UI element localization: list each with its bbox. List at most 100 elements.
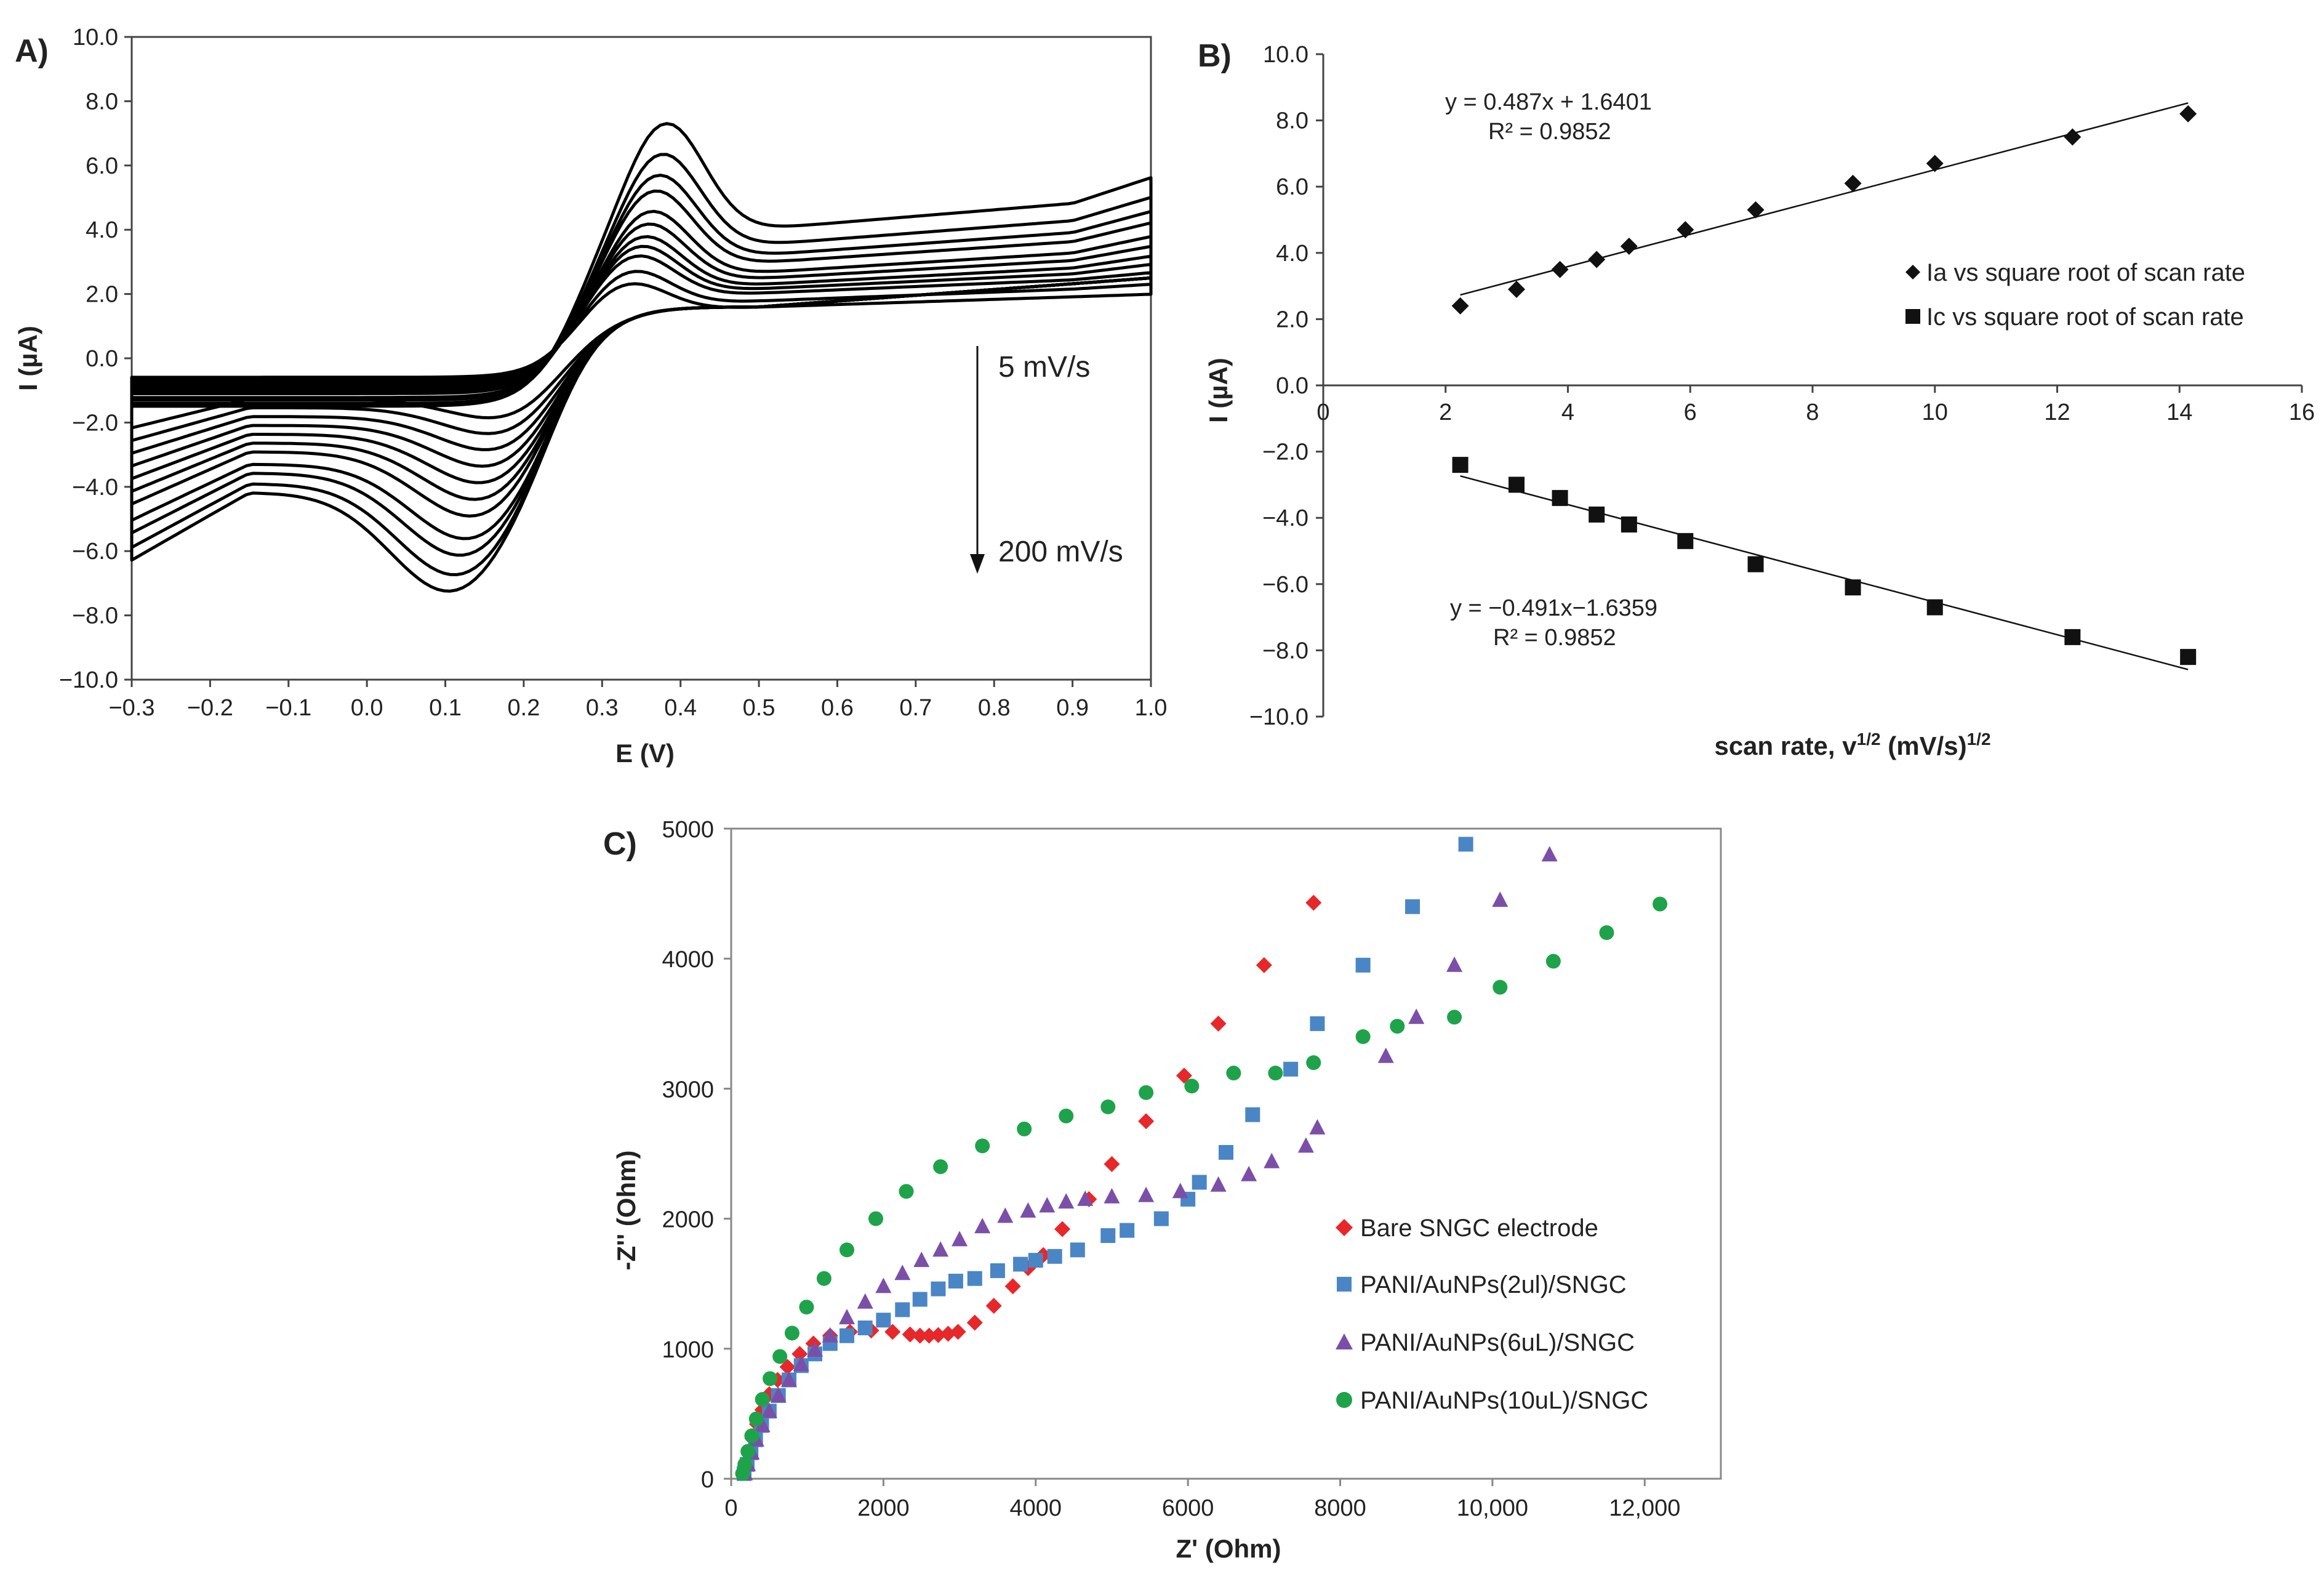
bare-sngc-electrode-point	[1004, 1278, 1021, 1295]
panel-a-x-tick-label: 0.0	[351, 695, 383, 721]
pani-aunps-6ul-sngc-point	[1408, 1008, 1425, 1024]
panel-a-x-tick-label: 0.1	[429, 695, 462, 721]
panel-a-x-tick-label: −0.2	[187, 695, 233, 721]
ic-data-point	[2064, 629, 2081, 645]
pani-aunps-2ul-sngc-point	[912, 1292, 928, 1307]
bare-sngc-electrode-point	[1256, 957, 1272, 973]
cathodic-fit-r-squared: R² = 0.9852	[1493, 625, 1616, 651]
pani-aunps-10ul-sngc-point	[772, 1349, 788, 1364]
ic-data-point	[1509, 476, 1525, 493]
legend-2ul-marker	[1337, 1277, 1352, 1292]
pani-aunps-2ul-sngc-point	[948, 1273, 963, 1289]
legend-6ul-label: PANI/AuNPs(6uL)/SNGC	[1360, 1329, 1635, 1356]
ic-data-point	[1589, 506, 1605, 523]
panel-c-y-tick-label: 5000	[662, 817, 714, 843]
pani-aunps-2ul-sngc-point	[931, 1281, 946, 1297]
pani-aunps-6ul-sngc-point	[974, 1218, 991, 1234]
pani-aunps-6ul-sngc-point	[1077, 1190, 1094, 1206]
pani-aunps-6ul-sngc-point	[1172, 1183, 1188, 1199]
panel-a-x-axis-label: E (V)	[615, 739, 675, 768]
ic-data-point	[1845, 579, 1861, 596]
panel-b-x-axis-label: scan rate, v1/2 (mV/s)1/2	[1714, 730, 1990, 760]
pani-aunps-10ul-sngc-point	[1100, 1099, 1116, 1114]
pani-aunps-6ul-sngc-point	[761, 1402, 777, 1418]
panel-b-y-tick-label: −10.0	[1249, 704, 1308, 730]
ia-data-point	[1508, 280, 1526, 298]
legend-bare-marker	[1336, 1219, 1353, 1236]
cathodic-fit-equation: y = −0.491x−1.6359	[1450, 595, 1657, 621]
pani-aunps-2ul-sngc-point	[1245, 1107, 1260, 1122]
bare-sngc-electrode-point	[884, 1324, 901, 1340]
ic-data-point	[1621, 516, 1637, 533]
pani-aunps-6ul-sngc-point	[913, 1252, 930, 1268]
pani-aunps-10ul-sngc-point	[737, 1457, 753, 1472]
pani-aunps-6ul-sngc-point	[781, 1371, 798, 1387]
pani-aunps-2ul-sngc-point	[857, 1321, 873, 1336]
pani-aunps-6ul-sngc-point	[822, 1327, 838, 1343]
panel-b-y-tick-label: −2.0	[1262, 440, 1308, 465]
pani-aunps-6ul-sngc-point	[1446, 956, 1463, 972]
pani-aunps-10ul-sngc-point	[763, 1371, 778, 1386]
pani-aunps-6ul-sngc-point	[1138, 1186, 1155, 1202]
pani-aunps-2ul-sngc-point	[1120, 1223, 1135, 1238]
pani-aunps-10ul-sngc-point	[868, 1211, 884, 1226]
panel-a-x-tick-label: −0.1	[265, 695, 311, 721]
bare-sngc-electrode-point	[1104, 1156, 1120, 1172]
scan-rate-start-label: 5 mV/s	[998, 351, 1090, 384]
panel-b-y-tick-label: −8.0	[1262, 638, 1308, 664]
pani-aunps-10ul-sngc-point	[1268, 1066, 1283, 1081]
panel-a-x-tick-label: 1.0	[1135, 695, 1168, 721]
pani-aunps-10ul-sngc-point	[816, 1271, 831, 1286]
pani-aunps-10ul-sngc-point	[784, 1325, 799, 1341]
pani-aunps-6ul-sngc-point	[1104, 1188, 1120, 1204]
panel-c-x-tick-label: 0	[724, 1495, 737, 1521]
ia-data-point	[2064, 128, 2082, 146]
panel-b-x-tick-label: 14	[2166, 400, 2192, 425]
panel-b-x-tick-label: 16	[2289, 400, 2315, 425]
anodic-fit-equation: y = 0.487x + 1.6401	[1445, 89, 1652, 115]
pani-aunps-6ul-sngc-point	[997, 1207, 1014, 1223]
panel-b-x-tick-label: 0	[1316, 400, 1329, 425]
panel-b-y-axis-label: I (µA)	[1204, 358, 1233, 423]
pani-aunps-6ul-sngc-point	[1297, 1137, 1314, 1153]
panel-b-y-tick-label: 4.0	[1276, 241, 1308, 267]
bare-sngc-electrode-point	[902, 1326, 918, 1343]
pani-aunps-10ul-sngc-point	[1017, 1121, 1032, 1136]
panel-a-cyclic-voltammetry: A) 10.0 8.0 6.0 4.0 2.0 0.0 −2.0 −4.0 −6.0 −8.0 −1…	[14, 25, 1167, 768]
panel-a-y-tick-label: 8.0	[86, 89, 118, 115]
panel-b-y-tick-label: −4.0	[1262, 505, 1308, 531]
panel-a-x-tick-label: 0.3	[586, 695, 619, 721]
ia-data-point	[1588, 251, 1606, 268]
panel-b-x-ticks: 0 2 4 6 8 10 12 14 16	[1316, 385, 2315, 425]
ia-data-point	[1844, 174, 1862, 192]
pani-aunps-2ul-sngc-point	[990, 1263, 1005, 1279]
pani-aunps-6ul-sngc-point	[875, 1277, 892, 1293]
pani-aunps-6ul-sngc-point	[952, 1231, 968, 1247]
panel-b-x-tick-label: 6	[1684, 400, 1697, 425]
pani-aunps-10ul-sngc-point	[1226, 1066, 1241, 1081]
panel-b-x-tick-label: 10	[1922, 400, 1948, 425]
legend-6ul-marker	[1336, 1333, 1353, 1349]
panel-c-legend: Bare SNGC electrode PANI/AuNPs(2ul)/SNGC…	[1336, 1215, 1648, 1414]
pani-aunps-2ul-sngc-point	[839, 1328, 855, 1343]
pani-aunps-10ul-sngc-point	[1306, 1055, 1321, 1071]
panel-b-y-tick-label: 8.0	[1276, 108, 1308, 134]
panel-c-x-tick-label: 2000	[857, 1495, 910, 1521]
panel-a-cv-curves	[130, 122, 1153, 593]
panel-a-y-tick-label: 4.0	[86, 217, 118, 243]
pani-aunps-2ul-sngc-point	[1458, 837, 1473, 852]
pani-aunps-6ul-sngc-point	[807, 1341, 823, 1357]
panel-c-y-tick-label: 0	[701, 1467, 714, 1493]
pani-aunps-6ul-sngc-point	[1020, 1202, 1036, 1218]
panel-a-label: A)	[15, 33, 49, 69]
pani-aunps-2ul-sngc-point	[967, 1271, 982, 1286]
legend-ic-marker	[1905, 309, 1920, 324]
pani-aunps-2ul-sngc-point	[1310, 1016, 1325, 1031]
bare-sngc-electrode-point	[791, 1346, 808, 1362]
scan-rate-arrow-head	[970, 554, 985, 574]
legend-ia-marker	[1905, 265, 1920, 279]
panel-a-y-tick-label: 10.0	[73, 25, 118, 50]
panel-a-y-tick-label: 0.0	[86, 346, 118, 372]
panel-b-x-tick-label: 8	[1806, 400, 1819, 425]
